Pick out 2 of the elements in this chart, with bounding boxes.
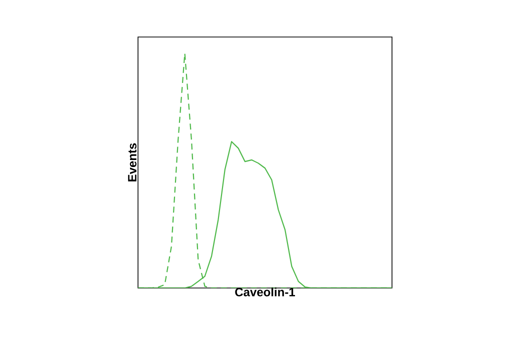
y-axis-title: Events — [128, 143, 136, 182]
x-axis-title: Caveolin-1 — [235, 288, 296, 296]
